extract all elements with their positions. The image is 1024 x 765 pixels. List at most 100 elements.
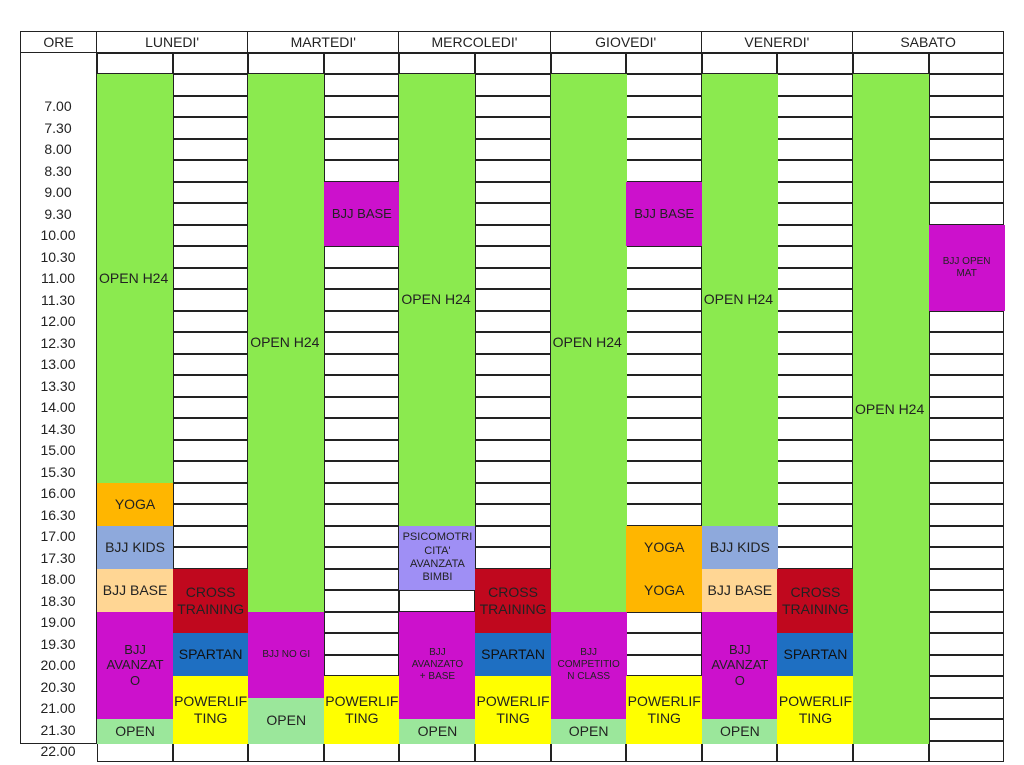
activity-wed-open[interactable]: OPEN (399, 719, 476, 744)
activity-tue-bjj-base[interactable]: BJJ BASE (323, 181, 400, 246)
grid-slot (475, 138, 551, 160)
grid-slot (777, 203, 853, 225)
activity-mon-cross-training[interactable]: CROSS TRAINING (172, 568, 249, 633)
grid-slot (475, 439, 551, 461)
activity-mon-yoga[interactable]: YOGA (97, 482, 174, 526)
grid-slot (172, 95, 249, 117)
grid-slot (323, 482, 400, 504)
grid-slot (626, 439, 702, 461)
activity-label: OPEN (417, 723, 458, 740)
activity-mon-open[interactable]: OPEN (97, 719, 174, 744)
grid-slot (475, 504, 551, 526)
activity-mon-powerlifting[interactable]: POWERLIF TING (172, 676, 249, 744)
activity-fri-bjj-base[interactable]: BJJ BASE (701, 568, 778, 612)
grid-slot (928, 160, 1005, 182)
activity-label: SPARTAN (783, 646, 848, 663)
activity-fri-powerlifting[interactable]: POWERLIF TING (777, 676, 854, 744)
grid-slot (323, 160, 400, 182)
time-label: 7.30 (44, 119, 72, 136)
grid-slot (777, 482, 853, 504)
grid-slot (928, 332, 1005, 354)
activity-tue-powerlifting[interactable]: POWERLIF TING (323, 676, 400, 744)
activity-label: YOGA (644, 581, 685, 598)
activity-mon-bjj-kids[interactable]: BJJ KIDS (97, 525, 174, 569)
grid-slot (172, 547, 249, 569)
grid-slot (626, 396, 702, 418)
activity-label: BJJ AVANZAT O (106, 641, 164, 689)
activity-label: BJJ COMPETITIO N CLASS (557, 647, 620, 683)
activity-wed-cross-training[interactable]: CROSS TRAINING (475, 568, 552, 633)
grid-slot (928, 396, 1005, 418)
grid-slot (928, 590, 1005, 612)
activity-thu-open[interactable]: OPEN (550, 719, 627, 744)
grid-slot (172, 439, 249, 461)
activity-sat-bjj-open-mat[interactable]: BJJ OPEN MAT (928, 224, 1005, 311)
activity-thu-bjj-competition[interactable]: BJJ COMPETITIO N CLASS (550, 611, 627, 719)
grid-slot (626, 611, 702, 633)
grid-slot (626, 418, 702, 440)
time-label: 18.30 (40, 592, 76, 609)
grid-slot (323, 654, 400, 676)
activity-thu-yoga-2[interactable]: YOGA (626, 568, 703, 612)
activity-thu-yoga-1[interactable]: YOGA (626, 525, 703, 569)
grid-slot (323, 633, 400, 655)
activity-wed-spartan[interactable]: SPARTAN (475, 633, 552, 676)
grid-slot (172, 160, 249, 182)
grid-slot (475, 418, 551, 440)
grid-slot (777, 181, 853, 203)
grid-slot (777, 310, 853, 332)
activity-wed-psicomotricita[interactable]: PSICOMOTRI CITA' AVANZATA BIMBI (399, 525, 476, 590)
time-label: 9.30 (44, 205, 72, 222)
grid-slot (323, 418, 400, 440)
activity-sat-open-h24[interactable]: OPEN H24 (853, 74, 930, 744)
time-label: 19.00 (40, 614, 76, 631)
grid-slot (928, 203, 1005, 225)
activity-fri-bjj-kids[interactable]: BJJ KIDS (701, 525, 778, 569)
header-day-4: VENERDI' (700, 31, 853, 53)
grid-slot (323, 375, 400, 397)
grid-slot (248, 53, 324, 74)
activity-wed-powerlifting[interactable]: POWERLIF TING (475, 676, 552, 744)
activity-label: BJJ OPEN MAT (942, 255, 991, 279)
grid-slot (928, 375, 1005, 397)
grid-slot (172, 375, 249, 397)
grid-slot (323, 611, 400, 633)
grid-slot (172, 482, 249, 504)
grid-slot (323, 396, 400, 418)
grid-slot (626, 310, 702, 332)
time-label: 20.30 (40, 678, 76, 695)
activity-tue-open[interactable]: OPEN (248, 697, 325, 744)
grid-slot (928, 95, 1005, 117)
activity-fri-open-h24[interactable]: OPEN H24 (701, 74, 778, 526)
activity-fri-open[interactable]: OPEN (701, 719, 778, 744)
activity-tue-bjj-no-gi[interactable]: BJJ NO GI (248, 611, 325, 698)
grid-slot (777, 53, 853, 74)
activity-thu-powerlifting[interactable]: POWERLIF TING (626, 676, 703, 744)
activity-fri-bjj-avanzato[interactable]: BJJ AVANZAT O (701, 611, 778, 719)
grid-slot (172, 138, 249, 160)
time-label: 22.00 (40, 743, 76, 760)
activity-mon-open-h24[interactable]: OPEN H24 (97, 74, 174, 483)
activity-wed-open-h24[interactable]: OPEN H24 (399, 74, 476, 526)
grid-slot (626, 375, 702, 397)
activity-wed-bjj-avanzato-base[interactable]: BJJ AVANZATO + BASE (399, 611, 476, 719)
activity-label: CROSS TRAINING (177, 583, 245, 617)
activity-thu-open-h24[interactable]: OPEN H24 (550, 74, 627, 612)
grid-slot (323, 289, 400, 311)
activity-tue-open-h24[interactable]: OPEN H24 (248, 74, 325, 612)
grid-slot (777, 353, 853, 375)
activity-fri-cross-training[interactable]: CROSS TRAINING (777, 568, 854, 633)
activity-mon-bjj-avanzato[interactable]: BJJ AVANZAT O (97, 611, 174, 719)
time-label: 19.30 (40, 635, 76, 652)
activity-fri-spartan[interactable]: SPARTAN (777, 633, 854, 676)
grid-slot (172, 332, 249, 354)
grid-slot (399, 53, 475, 74)
grid-slot (475, 246, 551, 268)
activity-thu-bjj-base[interactable]: BJJ BASE (626, 181, 703, 246)
grid-slot (777, 418, 853, 440)
grid-slot (626, 95, 702, 117)
time-label: 13.30 (40, 377, 76, 394)
grid-slot (928, 611, 1005, 633)
activity-mon-bjj-base[interactable]: BJJ BASE (97, 568, 174, 612)
activity-mon-spartan[interactable]: SPARTAN (172, 633, 249, 676)
